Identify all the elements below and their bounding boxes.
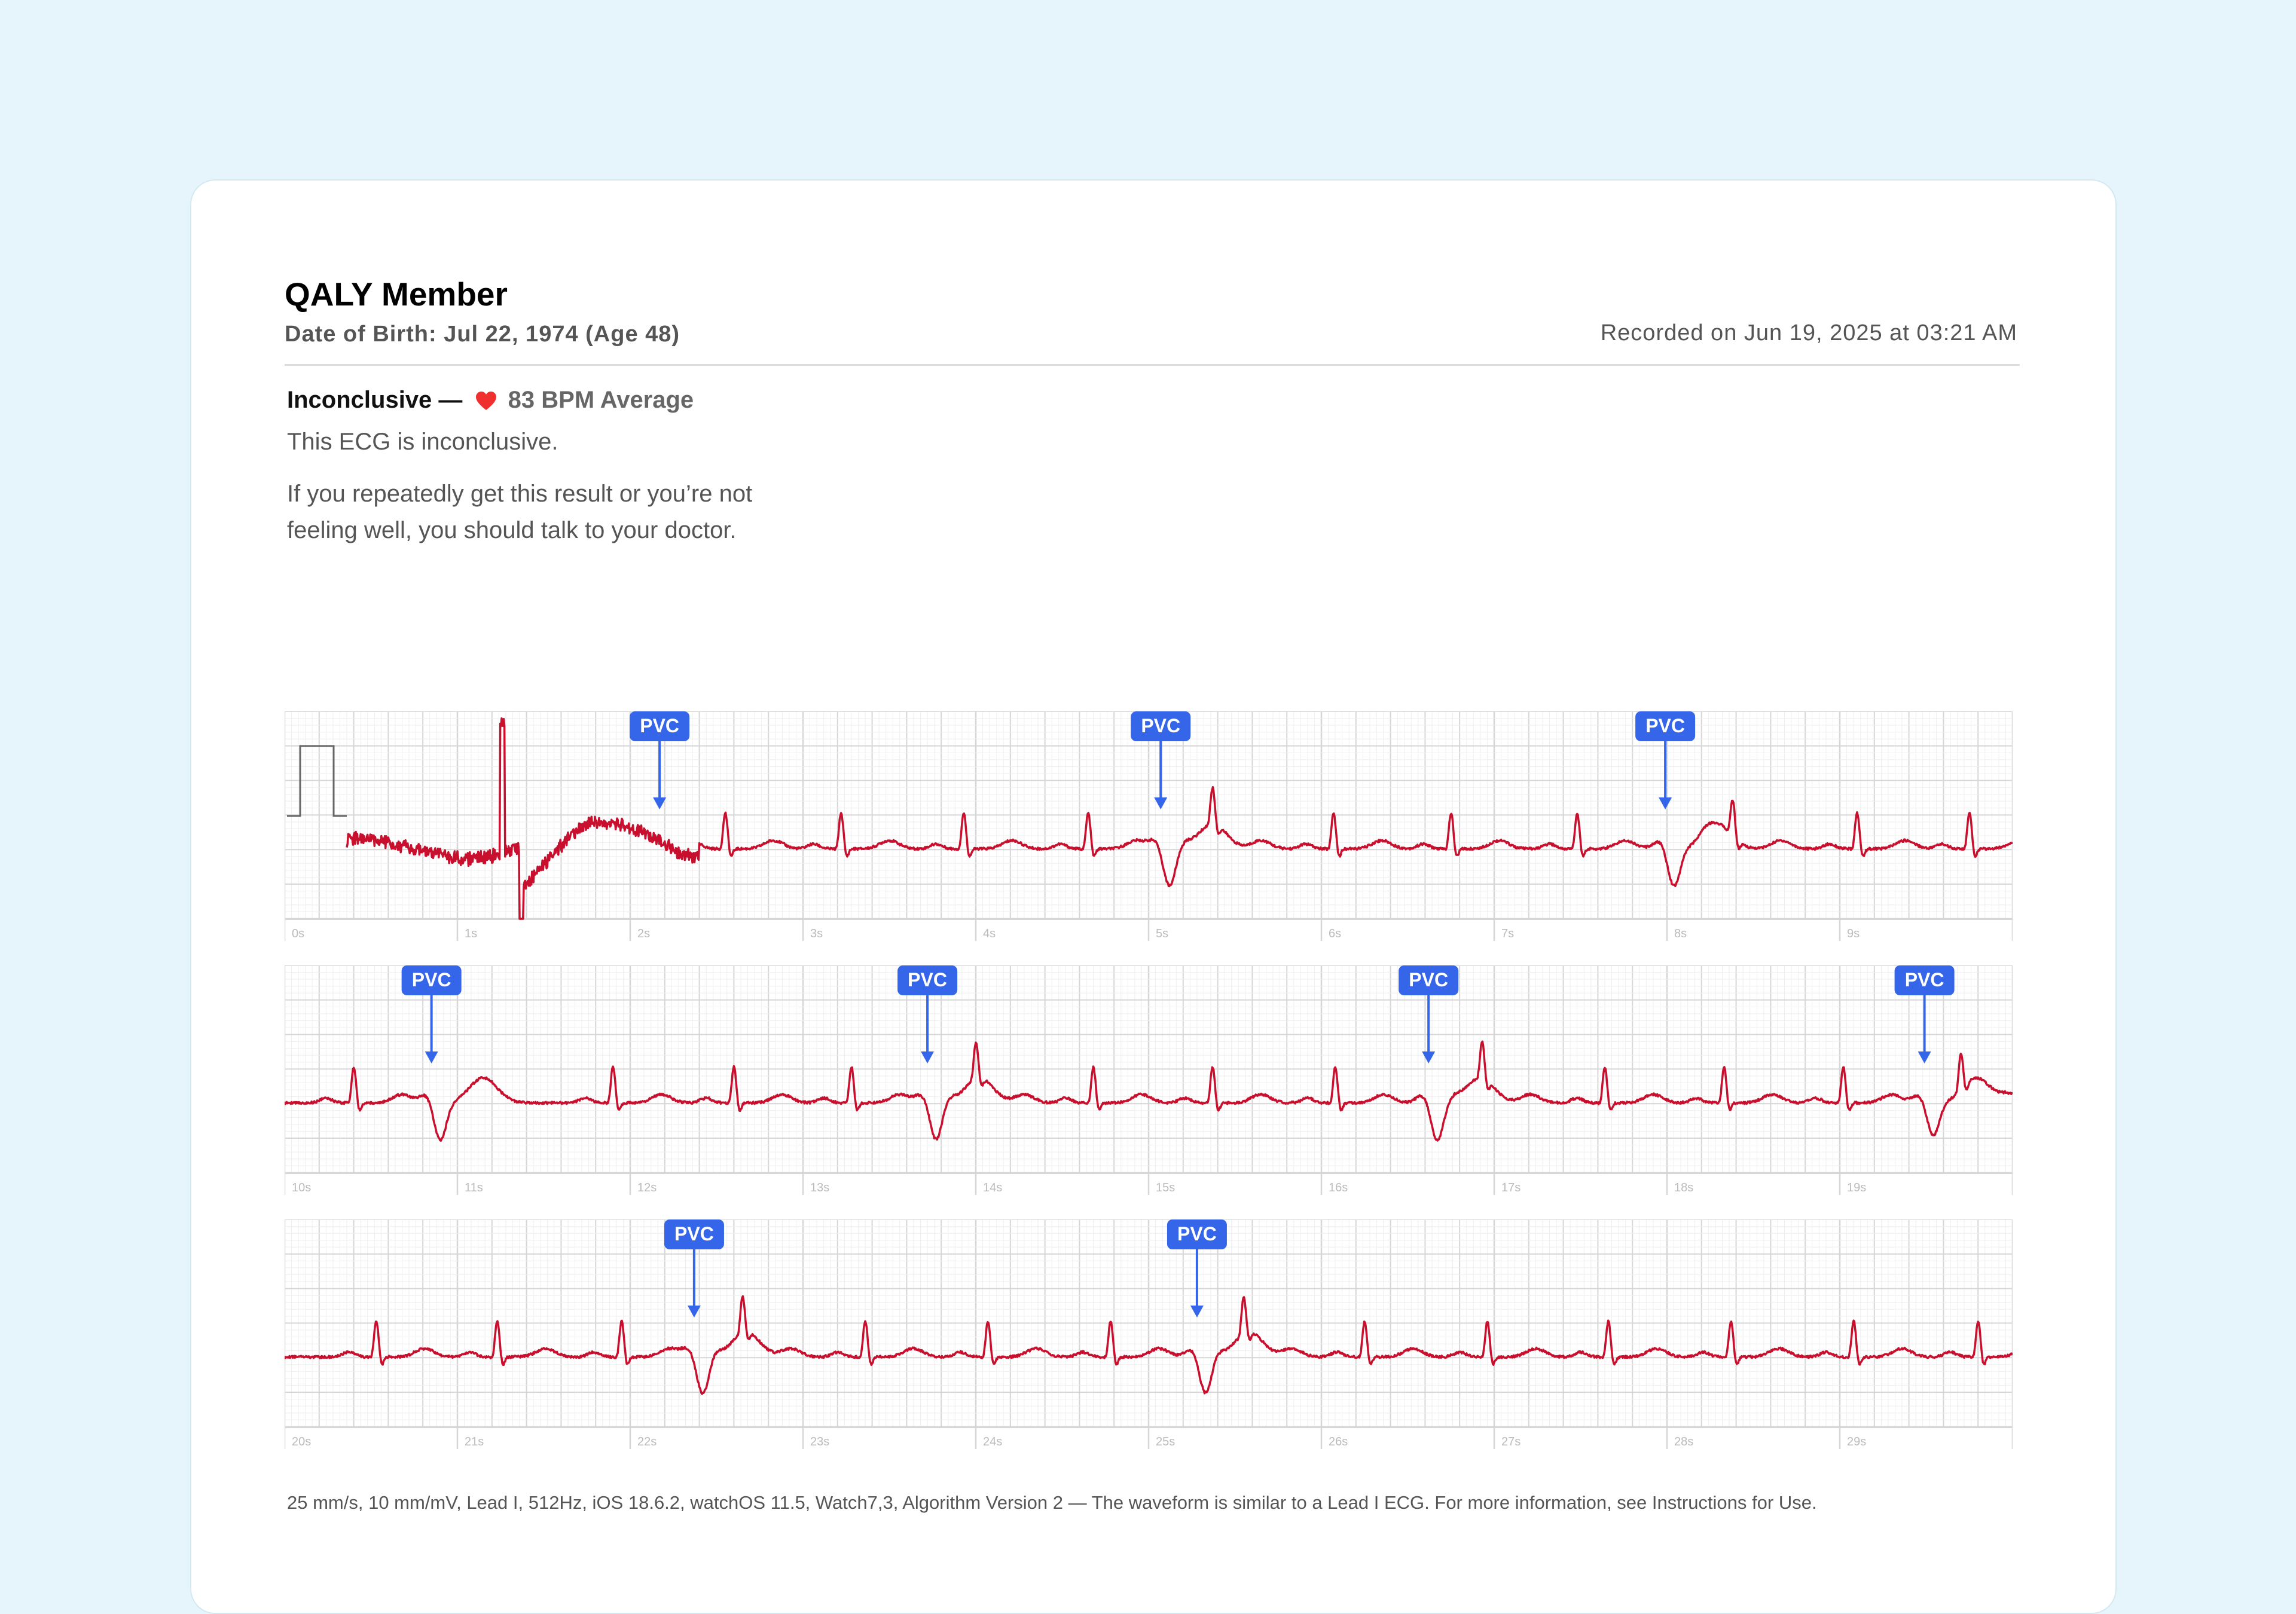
ecg-strip-2: 10s 11s 12s 13s 14s 15s 16s 17s 18s 19s PVC PVC PVC P… xyxy=(285,965,2013,1199)
ecg-strip-svg: 0s 1s 2s 3s 4s 5s 6s 7s 8s 9s PVC PVC PVC xyxy=(285,711,2013,941)
pvc-marker: PVC xyxy=(1635,711,1696,809)
pvc-marker: PVC xyxy=(897,965,958,1063)
pvc-label: PVC xyxy=(1645,715,1685,736)
result-advice: If you repeatedly get this result or you… xyxy=(287,481,753,543)
date-of-birth: Date of Birth: Jul 22, 1974 (Age 48) xyxy=(285,322,680,347)
time-tick-label: 15s xyxy=(1156,1181,1175,1194)
time-tick-label: 17s xyxy=(1501,1181,1521,1194)
pvc-label: PVC xyxy=(908,969,947,991)
time-tick-label: 4s xyxy=(983,927,996,940)
time-tick-label: 14s xyxy=(983,1181,1002,1194)
time-tick-label: 9s xyxy=(1847,927,1860,940)
ecg-strip-1: 0s 1s 2s 3s 4s 5s 6s 7s 8s 9s PVC PVC PVC xyxy=(285,711,2013,944)
ecg-strip-svg: 20s 21s 22s 23s 24s 25s 26s 27s 28s 29s PVC PVC xyxy=(285,1219,2013,1449)
time-tick-label: 21s xyxy=(465,1435,484,1448)
time-tick-label: 13s xyxy=(810,1181,829,1194)
time-tick-label: 1s xyxy=(465,927,477,940)
time-tick-label: 23s xyxy=(810,1435,829,1448)
time-tick-label: 29s xyxy=(1847,1435,1866,1448)
pvc-marker: PVC xyxy=(1399,965,1459,1063)
pvc-label: PVC xyxy=(1409,969,1448,991)
time-tick-label: 2s xyxy=(637,927,650,940)
pvc-marker: PVC xyxy=(664,1219,724,1318)
recorded-timestamp: Recorded on Jun 19, 2025 at 03:21 AM xyxy=(1600,320,2017,346)
pvc-label: PVC xyxy=(1177,1223,1217,1245)
result-summary: Inconclusive — 83 BPM Average xyxy=(287,387,694,417)
time-tick-label: 18s xyxy=(1674,1181,1693,1194)
calibration-pulse xyxy=(287,745,347,817)
pvc-label: PVC xyxy=(412,969,451,991)
time-tick-label: 11s xyxy=(465,1181,483,1194)
time-tick-label: 24s xyxy=(983,1435,1002,1448)
time-tick-label: 19s xyxy=(1847,1181,1866,1194)
ecg-report-card: QALY Member Date of Birth: Jul 22, 1974 … xyxy=(190,179,2117,1614)
time-tick-label: 0s xyxy=(292,927,304,940)
time-tick-label: 20s xyxy=(292,1435,311,1448)
pvc-label: PVC xyxy=(1905,969,1944,991)
member-name: QALY Member xyxy=(285,276,508,313)
pvc-label: PVC xyxy=(1141,715,1180,736)
pvc-marker: PVC xyxy=(630,711,690,809)
time-tick-label: 27s xyxy=(1501,1435,1521,1448)
ecg-strip-svg: 10s 11s 12s 13s 14s 15s 16s 17s 18s 19s PVC PVC PVC P… xyxy=(285,965,2013,1195)
time-tick-label: 7s xyxy=(1501,927,1514,940)
average-heart-rate: 83 BPM Average xyxy=(508,387,694,413)
pvc-label: PVC xyxy=(640,715,679,736)
time-tick-label: 12s xyxy=(637,1181,657,1194)
ecg-waveform xyxy=(285,1295,2013,1395)
time-tick-label: 10s xyxy=(292,1181,311,1194)
recording-footnote: 25 mm/s, 10 mm/mV, Lead I, 512Hz, iOS 18… xyxy=(287,1492,1817,1513)
result-description: This ECG is inconclusive. xyxy=(287,429,558,455)
ecg-strip-3: 20s 21s 22s 23s 24s 25s 26s 27s 28s 29s PVC PVC xyxy=(285,1219,2013,1453)
time-tick-label: 3s xyxy=(810,927,823,940)
time-tick-label: 22s xyxy=(637,1435,657,1448)
time-tick-label: 16s xyxy=(1329,1181,1348,1194)
pvc-marker: PVC xyxy=(401,965,462,1063)
ecg-waveform xyxy=(346,717,2013,920)
heart-icon xyxy=(475,390,497,417)
time-tick-label: 28s xyxy=(1674,1435,1693,1448)
pvc-label: PVC xyxy=(674,1223,714,1245)
pvc-marker: PVC xyxy=(1167,1219,1227,1318)
pvc-marker: PVC xyxy=(1131,711,1191,809)
classification-label: Inconclusive — xyxy=(287,387,463,413)
time-tick-label: 5s xyxy=(1156,927,1168,940)
time-tick-label: 8s xyxy=(1674,927,1687,940)
time-tick-label: 6s xyxy=(1329,927,1341,940)
pvc-marker: PVC xyxy=(1894,965,1955,1063)
time-tick-label: 26s xyxy=(1329,1435,1348,1448)
time-tick-label: 25s xyxy=(1156,1435,1175,1448)
header-divider xyxy=(285,364,2020,366)
ecg-waveform xyxy=(285,1040,2013,1142)
